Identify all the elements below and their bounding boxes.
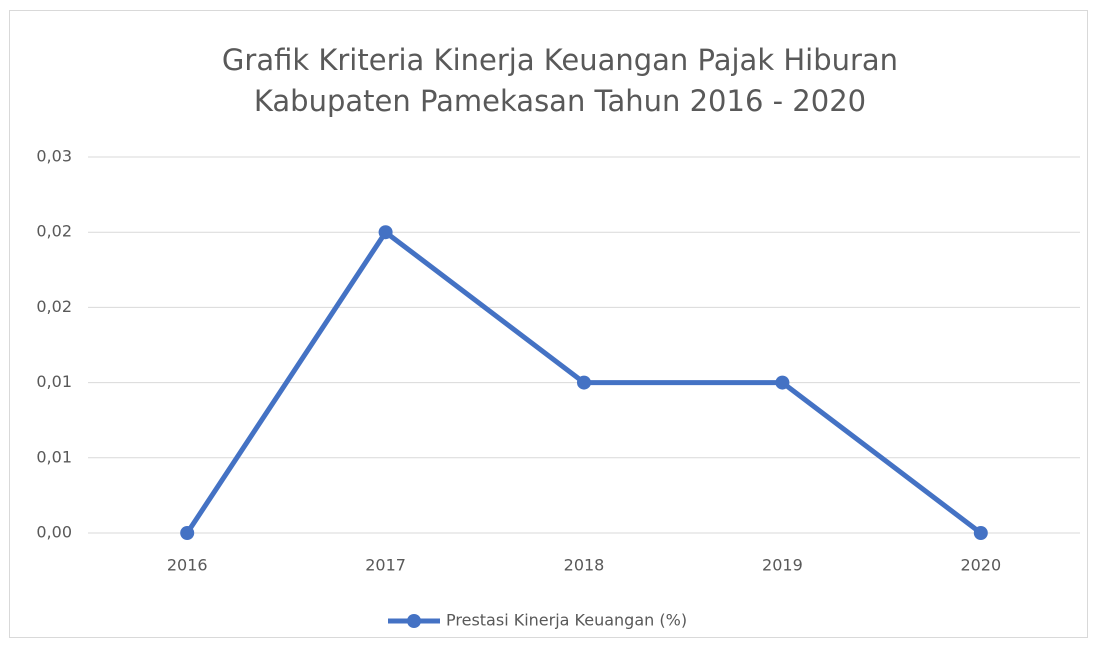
data-point <box>775 375 790 390</box>
legend-label: Prestasi Kinerja Keuangan (%) <box>446 611 687 630</box>
data-point <box>973 526 988 540</box>
y-tick-label: 0,01 <box>36 372 72 391</box>
y-tick-label: 0,02 <box>36 222 72 241</box>
y-tick-label: 0,00 <box>36 523 72 542</box>
x-tick-label: 2018 <box>564 556 605 575</box>
y-tick-label: 0,03 <box>36 147 72 166</box>
data-point <box>378 225 393 240</box>
chart-title: Kabupaten Pamekasan Tahun 2016 - 2020 <box>254 84 866 118</box>
x-tick-label: 2020 <box>960 556 1001 575</box>
x-tick-label: 2019 <box>762 556 803 575</box>
y-tick-label: 0,02 <box>36 297 72 316</box>
x-tick-label: 2017 <box>365 556 406 575</box>
chart-title: Grafik Kriteria Kinerja Keuangan Pajak H… <box>222 43 898 77</box>
legend-marker <box>407 614 421 628</box>
data-point <box>180 526 195 540</box>
data-point <box>577 375 591 390</box>
x-tick-label: 2016 <box>167 556 208 575</box>
y-tick-label: 0,01 <box>36 447 72 466</box>
